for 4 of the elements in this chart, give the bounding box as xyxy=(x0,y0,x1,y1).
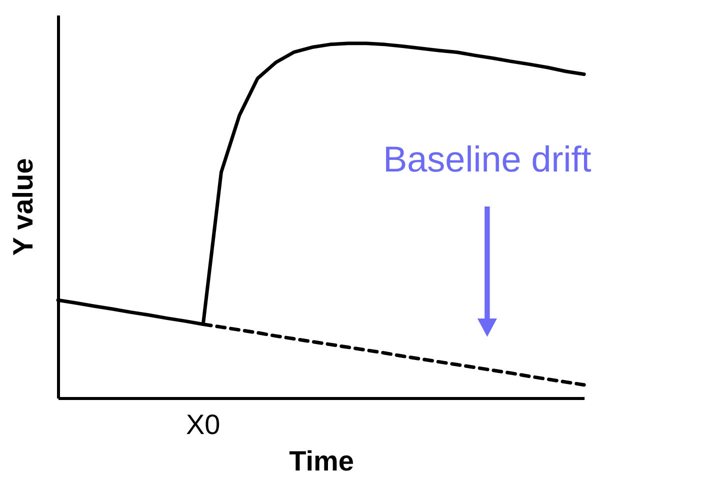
text: X0 xyxy=(186,409,220,440)
y-axis-title: Y value xyxy=(8,158,38,256)
annotation: Baseline drift xyxy=(383,138,592,180)
x-axis-title: Time xyxy=(289,446,354,476)
